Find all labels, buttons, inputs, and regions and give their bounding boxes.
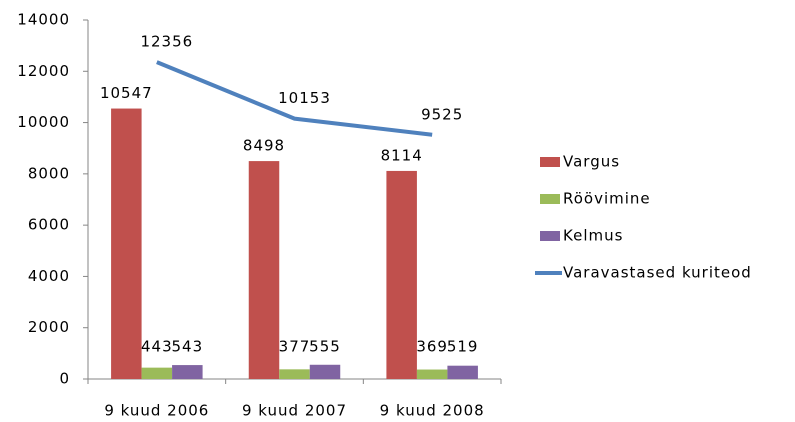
bar (111, 108, 142, 379)
bar (279, 369, 310, 379)
bar (386, 170, 417, 379)
bar (447, 365, 478, 379)
y-tick-label: 14000 (17, 11, 70, 29)
bar (172, 365, 203, 379)
y-tick-label: 10000 (17, 113, 70, 131)
y-tick-label: 8000 (28, 164, 70, 182)
x-tick-label: 9 kuud 2008 (380, 402, 485, 420)
bar-label: 555 (309, 338, 341, 356)
bar-label: 377 (279, 338, 311, 356)
bar (309, 364, 341, 379)
legend-label: Kelmus (563, 227, 623, 245)
bar-label: 519 (447, 338, 479, 356)
x-tick-label: 9 kuud 2007 (242, 402, 347, 420)
y-tick-label: 12000 (17, 62, 70, 80)
y-tick-label: 0 (59, 370, 70, 388)
legend-swatch (540, 157, 560, 167)
bar-label: 8498 (243, 137, 285, 155)
line-label: 9525 (421, 105, 463, 123)
line-label: 10153 (278, 89, 331, 107)
line-label: 12356 (140, 33, 193, 51)
y-tick-label: 4000 (28, 267, 70, 285)
x-tick-label: 9 kuud 2006 (104, 402, 209, 420)
bar-label: 443 (141, 338, 173, 356)
bar (248, 161, 280, 379)
bar-label: 8114 (381, 146, 423, 164)
bar (141, 367, 173, 379)
bar-label: 543 (172, 338, 204, 356)
y-tick-label: 6000 (28, 216, 70, 234)
legend-swatch (540, 194, 560, 204)
legend-label: Vargus (563, 153, 620, 171)
legend-label: Varavastased kuriteod (563, 264, 752, 282)
bar (416, 369, 448, 379)
y-tick-label: 2000 (28, 318, 70, 336)
line (156, 60, 433, 137)
bar-label: 369 (416, 338, 448, 356)
legend-swatch (540, 231, 560, 241)
bar-label: 10547 (100, 84, 153, 102)
legend-label: Röövimine (563, 190, 651, 208)
